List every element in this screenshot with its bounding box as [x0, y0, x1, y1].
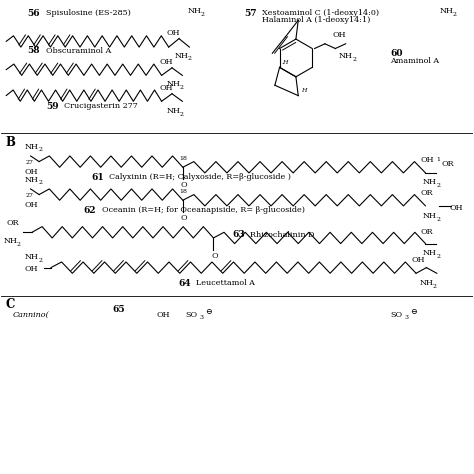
Text: NH: NH	[439, 7, 454, 15]
Text: Leucettamol A: Leucettamol A	[196, 279, 255, 287]
Text: 2: 2	[437, 254, 440, 259]
Text: 2: 2	[180, 111, 183, 117]
Text: Rhizochalinin D: Rhizochalinin D	[250, 231, 315, 238]
Text: 63: 63	[232, 230, 245, 239]
Text: 2: 2	[38, 180, 42, 185]
Text: 58: 58	[27, 46, 40, 55]
Text: O: O	[181, 214, 187, 222]
Text: 27: 27	[26, 192, 34, 198]
Text: Crucigasterin 277: Crucigasterin 277	[64, 102, 138, 110]
Text: 18: 18	[179, 189, 187, 194]
Text: 2: 2	[453, 11, 457, 17]
Text: ⊖: ⊖	[205, 309, 212, 317]
Text: Xestoaminol C (1-deoxy14:0): Xestoaminol C (1-deoxy14:0)	[262, 9, 379, 17]
Text: 2: 2	[17, 242, 21, 246]
Text: OH: OH	[166, 29, 180, 37]
Text: 62: 62	[84, 206, 97, 215]
Text: SO: SO	[185, 311, 197, 319]
Text: 2: 2	[188, 56, 191, 61]
Text: OR: OR	[441, 160, 454, 168]
Text: OH: OH	[450, 204, 464, 212]
Text: 65: 65	[112, 305, 125, 314]
Text: 2: 2	[352, 57, 356, 62]
Text: 56: 56	[27, 9, 40, 18]
Text: Amaminol A: Amaminol A	[390, 57, 439, 65]
Text: ⊖: ⊖	[410, 309, 417, 317]
Text: 2: 2	[38, 147, 42, 152]
Text: SO: SO	[390, 311, 402, 319]
Text: OH: OH	[159, 84, 173, 92]
Text: NH: NH	[420, 279, 434, 287]
Text: .H: .H	[282, 60, 289, 65]
Text: NH: NH	[423, 178, 437, 186]
Text: O: O	[181, 182, 187, 190]
Text: 2: 2	[433, 283, 437, 289]
Text: NH: NH	[25, 143, 39, 151]
Text: OH: OH	[25, 168, 38, 176]
Text: 64: 64	[178, 279, 191, 288]
Text: 3: 3	[199, 315, 203, 320]
Text: B: B	[5, 136, 15, 149]
Text: H: H	[301, 89, 306, 93]
Text: Calyxinin (R=H; Calyxoside, R=β-glucoside ): Calyxinin (R=H; Calyxoside, R=β-glucosid…	[109, 173, 291, 181]
Text: Obscuraminol A: Obscuraminol A	[46, 47, 111, 55]
Text: 60: 60	[390, 49, 402, 58]
Text: OH: OH	[159, 58, 173, 66]
Text: NH: NH	[339, 52, 353, 60]
Text: NH: NH	[423, 249, 437, 257]
Text: 57: 57	[244, 9, 256, 18]
Text: O: O	[211, 252, 218, 260]
Text: 18: 18	[179, 156, 187, 161]
Text: OH: OH	[25, 264, 38, 273]
Text: NH: NH	[423, 212, 437, 220]
Text: 2: 2	[201, 11, 205, 17]
Text: OH: OH	[332, 31, 346, 39]
Text: OR: OR	[6, 219, 19, 227]
Text: 3: 3	[404, 315, 408, 320]
Text: OH: OH	[421, 156, 434, 164]
Text: 2: 2	[437, 183, 440, 188]
Text: NH: NH	[174, 52, 188, 60]
Text: NH: NH	[166, 80, 180, 88]
Text: 61: 61	[91, 173, 104, 182]
Text: 1: 1	[436, 157, 440, 162]
Text: OH: OH	[411, 256, 425, 264]
Text: NH: NH	[188, 7, 201, 15]
Text: Oceanin (R=H; for Oceanapiside, R= β-glucoside): Oceanin (R=H; for Oceanapiside, R= β-glu…	[102, 206, 305, 214]
Text: Spisulosine (ES-285): Spisulosine (ES-285)	[46, 9, 131, 17]
Text: OH: OH	[157, 311, 170, 319]
Text: 2: 2	[38, 258, 42, 263]
Text: 2: 2	[437, 217, 440, 222]
Text: 59: 59	[46, 102, 59, 111]
Text: NH: NH	[25, 175, 39, 183]
Text: 27: 27	[26, 160, 34, 164]
Text: NH: NH	[166, 107, 180, 115]
Text: Cannino(: Cannino(	[13, 311, 50, 319]
Text: Halaminol A (1-deoxy14:1): Halaminol A (1-deoxy14:1)	[262, 16, 370, 24]
Text: NH: NH	[4, 237, 18, 245]
Text: OR: OR	[421, 189, 433, 197]
Text: C: C	[5, 298, 15, 311]
Text: NH: NH	[25, 253, 39, 261]
Text: OH: OH	[25, 201, 38, 209]
Text: 2: 2	[180, 85, 183, 90]
Text: OR: OR	[421, 228, 433, 236]
